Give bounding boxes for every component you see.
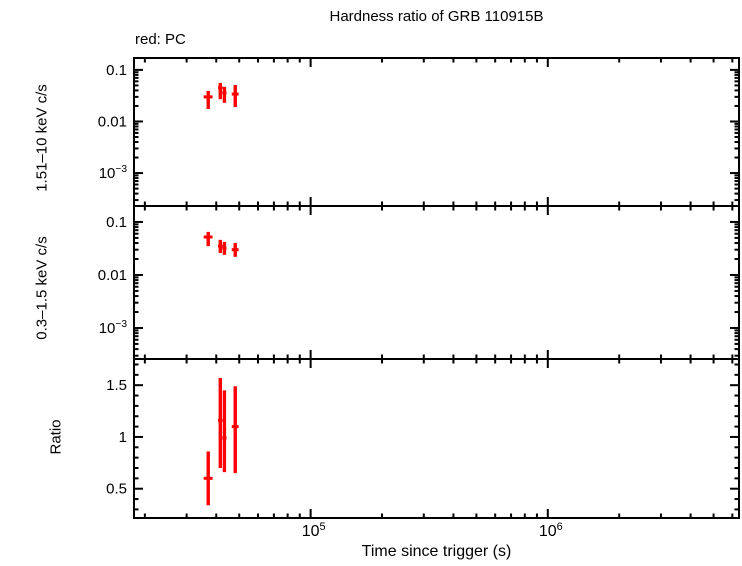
y-tick-label: 0.01: [98, 113, 127, 130]
panel-frame: [133, 57, 740, 207]
y-tick-label: 0.1: [106, 214, 127, 231]
y-tick-label: 1: [119, 429, 127, 446]
y-tick-label: 0.1: [106, 62, 127, 79]
y-tick-label: 1.5: [106, 377, 127, 394]
x-axis-label: Time since trigger (s): [361, 543, 512, 560]
x-tick-label: 106: [539, 521, 563, 540]
y-tick-label: 10−3: [99, 164, 128, 182]
y-tick-label: 0.5: [106, 481, 127, 498]
x-tick-label: 105: [302, 521, 326, 540]
mode-legend-label: red: PC: [135, 31, 186, 48]
panel-frame: [133, 205, 740, 360]
chart-title: Hardness ratio of GRB 110915B: [329, 8, 544, 25]
y-tick-label: 10−3: [99, 319, 128, 337]
y-tick-label: 0.01: [98, 267, 127, 284]
panel-frame: [133, 358, 740, 519]
